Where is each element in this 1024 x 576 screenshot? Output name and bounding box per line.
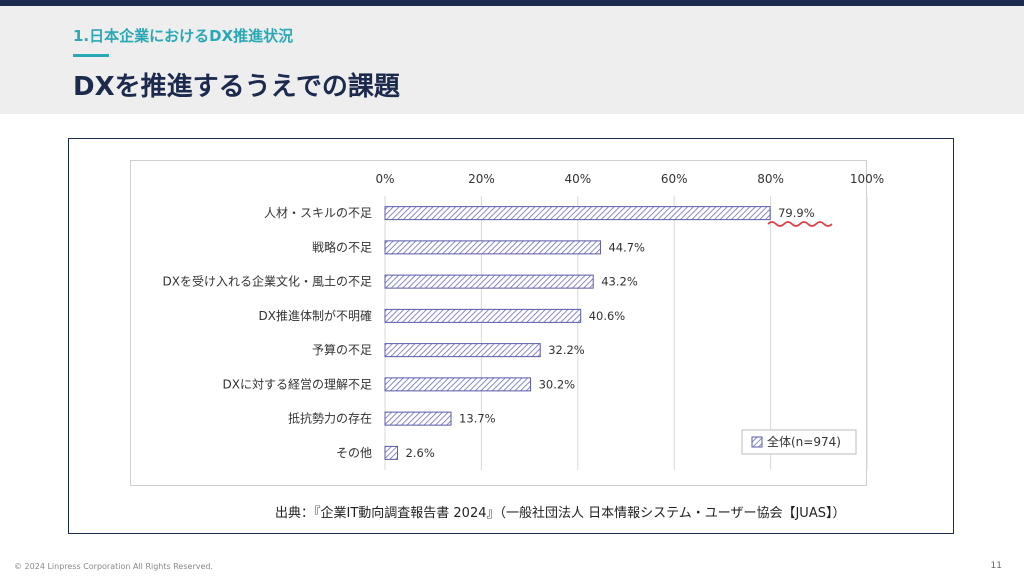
x-tick-label: 0% <box>375 172 394 186</box>
section-label: 1.日本企業におけるDX推進状況 <box>73 27 294 45</box>
category-label: 抵抗勢力の存在 <box>288 411 372 426</box>
legend-swatch <box>751 436 763 448</box>
value-label: 43.2% <box>601 275 638 289</box>
page-title: DXを推進するうえでの課題 <box>73 72 400 102</box>
page-number: 11 <box>990 561 1002 571</box>
bar <box>384 343 541 358</box>
x-tick-label: 80% <box>757 172 784 186</box>
bar <box>384 445 399 460</box>
bar <box>384 240 601 255</box>
section-underline <box>73 54 109 57</box>
bar <box>384 308 582 323</box>
value-label: 2.6% <box>406 446 435 460</box>
legend-label: 全体(n=974) <box>767 434 841 449</box>
chart-legend: 全体(n=974) <box>741 429 857 455</box>
value-label: 40.6% <box>589 309 626 323</box>
category-label: DXを受け入れる企業文化・風土の不足 <box>163 274 372 289</box>
category-label: 予算の不足 <box>312 342 372 357</box>
bar <box>384 377 532 392</box>
highlight-squiggle <box>767 221 833 227</box>
x-tick-label: 40% <box>564 172 591 186</box>
value-label: 44.7% <box>608 240 645 254</box>
x-tick-label: 60% <box>661 172 688 186</box>
value-label: 13.7% <box>459 412 496 426</box>
value-label: 79.9% <box>778 206 815 220</box>
value-label: 30.2% <box>539 377 576 391</box>
copyright: © 2024 Linpress Corporation All Rights R… <box>14 562 214 571</box>
category-label: 戦略の不足 <box>312 239 372 254</box>
bar <box>384 274 594 289</box>
bar <box>384 206 771 221</box>
x-tick-label: 20% <box>468 172 495 186</box>
category-label: 人材・スキルの不足 <box>264 206 372 220</box>
source-citation: 出典：『企業IT動向調査報告書 2024』（一般社団法人 日本情報システム・ユー… <box>275 506 846 521</box>
category-label: DX推進体制が不明確 <box>259 308 372 323</box>
category-label: その他 <box>336 446 372 460</box>
top-accent-bar <box>0 0 1024 6</box>
value-label: 32.2% <box>548 343 585 357</box>
bar <box>384 411 452 426</box>
header-band: 1.日本企業におけるDX推進状況 DXを推進するうえでの課題 <box>0 6 1024 114</box>
chart-frame <box>68 138 954 534</box>
category-label: DXに対する経営の理解不足 <box>223 377 372 391</box>
x-tick-label: 100% <box>850 172 884 186</box>
